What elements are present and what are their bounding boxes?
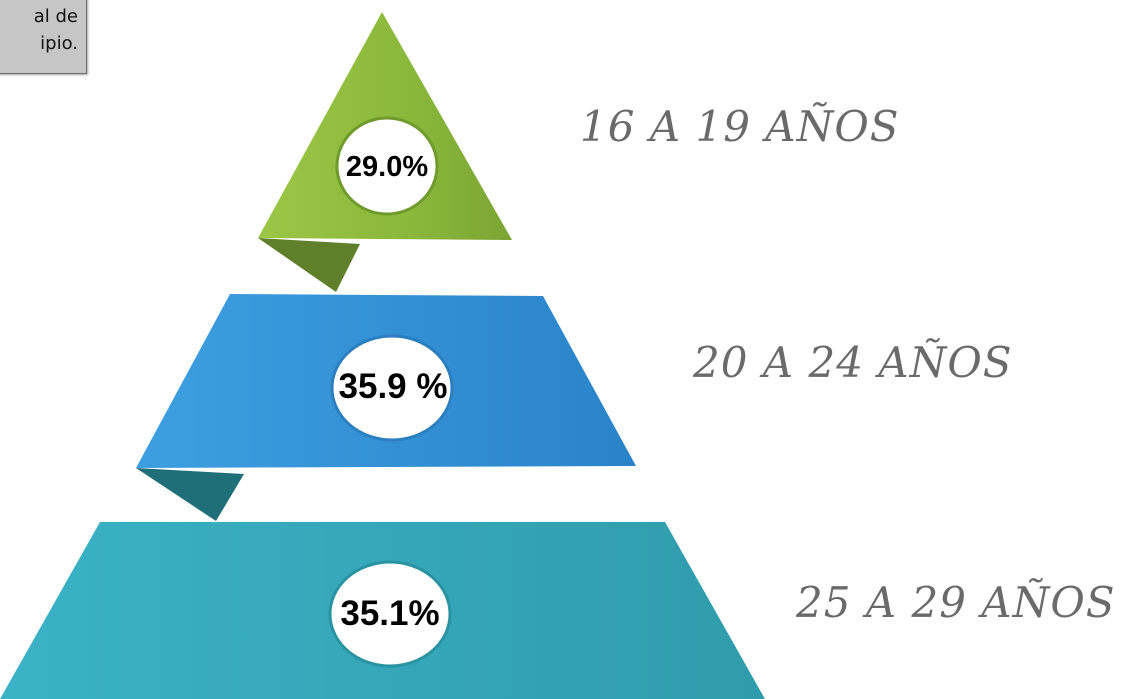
note-box: al de ipio. [0, 0, 87, 74]
level-1-label: 16 A 19 AÑOS [580, 101, 900, 151]
level-3-label: 25 A 29 AÑOS [795, 577, 1116, 627]
note-line-2: ipio. [40, 33, 78, 54]
level-3-value: 35.1% [340, 594, 439, 633]
level-1-16-19: 29.0% 16 A 19 AÑOS [258, 12, 900, 292]
level-2-label: 20 A 24 AÑOS [692, 337, 1013, 387]
level-2-fold [136, 468, 244, 521]
level-3-value-circle [328, 560, 452, 668]
level-1-fold [258, 238, 360, 292]
level-2-20-24: 35.9 % 20 A 24 AÑOS [136, 294, 1013, 521]
level-1-value-circle [335, 116, 439, 216]
level-2-value-circle [330, 334, 454, 442]
note-line-1: al de [33, 6, 78, 27]
level-1-value: 29.0% [346, 151, 428, 183]
level-2-value: 35.9 % [339, 367, 448, 406]
level-3-25-29: 35.1% 25 A 29 AÑOS [0, 522, 1116, 699]
